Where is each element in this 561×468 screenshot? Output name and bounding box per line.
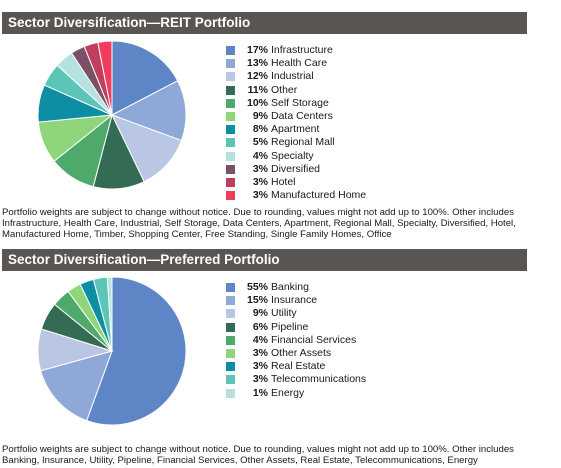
legend-item-industrial: 12% Industrial xyxy=(226,70,366,83)
legend-swatch xyxy=(226,296,235,306)
legend-percent: 55% xyxy=(246,281,268,293)
preferred-section-header: Sector Diversification—Preferred Portfol… xyxy=(2,249,527,271)
legend-item-apartment: 8% Apartment xyxy=(226,123,366,136)
legend-swatch xyxy=(226,138,235,148)
legend-item-energy: 1% Energy xyxy=(226,387,366,400)
legend-label: Banking xyxy=(271,281,309,293)
legend-swatch xyxy=(226,59,235,69)
legend-swatch xyxy=(226,388,235,398)
legend-percent: 5% xyxy=(252,136,268,149)
legend-swatch xyxy=(226,309,235,319)
legend-swatch xyxy=(226,72,235,82)
legend-percent: 3% xyxy=(252,373,268,386)
preferred-legend: 55% Banking 15% Insurance 9% Utility 6% Pipelin… xyxy=(226,281,366,400)
legend-label: Energy xyxy=(271,386,305,399)
legend-item-financial-services: 4% Financial Services xyxy=(226,334,366,347)
legend-percent: 3% xyxy=(252,175,268,188)
legend-label: Other Assets xyxy=(271,346,332,359)
legend-percent: 1% xyxy=(252,386,268,399)
legend-label: Telecommunications xyxy=(271,373,367,386)
legend-percent: 10% xyxy=(246,96,268,109)
legend-item-self-storage: 10% Self Storage xyxy=(226,97,366,110)
legend-label: Pipeline xyxy=(271,320,309,333)
legend-swatch xyxy=(226,164,235,174)
legend-swatch xyxy=(226,335,235,345)
reit-legend: 17% Infrastructure 13% Health Care 12% Indust… xyxy=(226,44,366,202)
legend-swatch xyxy=(226,283,235,293)
legend-item-pipeline: 6% Pipeline xyxy=(226,321,366,334)
preferred-footnote: Portfolio weights are subject to change … xyxy=(2,444,514,466)
legend-swatch xyxy=(226,112,235,122)
pie-slice-manufactured-home xyxy=(97,40,113,116)
legend-percent: 9% xyxy=(252,109,268,122)
legend-percent: 3% xyxy=(252,162,268,175)
pie-slice-energy xyxy=(106,276,113,352)
legend-item-infrastructure: 17% Infrastructure xyxy=(226,44,366,57)
legend-swatch xyxy=(226,191,235,201)
legend-label: Industrial xyxy=(271,70,314,83)
legend-item-health-care: 13% Health Care xyxy=(226,57,366,70)
legend-label: Infrastructure xyxy=(271,44,333,56)
pie-slice-infrastructure xyxy=(111,40,179,116)
legend-percent: 3% xyxy=(252,189,268,202)
legend-item-hotel: 3% Hotel xyxy=(226,176,366,189)
legend-swatch xyxy=(226,151,235,161)
legend-swatch xyxy=(226,46,235,56)
legend-item-manufactured-home: 3% Manufactured Home xyxy=(226,189,366,202)
legend-percent: 9% xyxy=(252,307,268,320)
pie-slice-insurance xyxy=(40,350,113,422)
legend-label: Other xyxy=(271,83,298,96)
legend-percent: 6% xyxy=(252,320,268,333)
legend-label: Regional Mall xyxy=(271,136,335,149)
legend-item-other: 11% Other xyxy=(226,84,366,97)
reit-pie-chart xyxy=(37,40,187,190)
legend-label: Utility xyxy=(271,307,297,320)
legend-percent: 13% xyxy=(246,57,268,70)
legend-item-insurance: 15% Insurance xyxy=(226,294,366,307)
legend-item-diversified: 3% Diversified xyxy=(226,163,366,176)
reit-section-header: Sector Diversification—REIT Portfolio xyxy=(2,12,527,34)
legend-item-specialty: 4% Specialty xyxy=(226,150,366,163)
legend-item-regional-mall: 5% Regional Mall xyxy=(226,136,366,149)
legend-item-real-estate: 3% Real Estate xyxy=(226,360,366,373)
legend-percent: 3% xyxy=(252,346,268,359)
legend-swatch xyxy=(226,322,235,332)
legend-swatch xyxy=(226,85,235,95)
legend-label: Hotel xyxy=(271,175,296,188)
legend-label: Specialty xyxy=(271,149,314,162)
legend-item-telecommunications: 3% Telecommunications xyxy=(226,373,366,386)
legend-swatch xyxy=(226,125,235,135)
legend-item-other-assets: 3% Other Assets xyxy=(226,347,366,360)
legend-label: Insurance xyxy=(271,294,318,307)
legend-percent: 15% xyxy=(246,294,268,307)
legend-item-utility: 9% Utility xyxy=(226,307,366,320)
legend-item-data-centers: 9% Data Centers xyxy=(226,110,366,123)
legend-label: Apartment xyxy=(271,123,320,136)
legend-label: Financial Services xyxy=(271,333,357,346)
preferred-pie-chart xyxy=(37,276,187,426)
pie-slice-banking xyxy=(86,276,187,426)
pie-slice-health-care xyxy=(110,80,187,142)
legend-item-banking: 55% Banking xyxy=(226,281,366,294)
legend-label: Data Centers xyxy=(271,109,333,122)
legend-percent: 4% xyxy=(252,333,268,346)
legend-swatch xyxy=(226,349,235,359)
reit-footnote: Portfolio weights are subject to change … xyxy=(2,207,516,240)
legend-percent: 3% xyxy=(252,360,268,373)
legend-label: Manufactured Home xyxy=(271,189,367,202)
legend-swatch xyxy=(226,375,235,385)
legend-label: Health Care xyxy=(271,57,328,70)
legend-label: Real Estate xyxy=(271,360,326,373)
legend-swatch xyxy=(226,98,235,108)
legend-swatch xyxy=(226,362,235,372)
legend-percent: 11% xyxy=(247,83,268,96)
legend-label: Diversified xyxy=(271,162,321,175)
legend-swatch xyxy=(226,177,235,187)
legend-percent: 17% xyxy=(246,44,268,56)
legend-percent: 12% xyxy=(246,70,268,83)
legend-label: Self Storage xyxy=(271,96,329,109)
legend-percent: 8% xyxy=(252,123,268,136)
legend-percent: 4% xyxy=(252,149,268,162)
